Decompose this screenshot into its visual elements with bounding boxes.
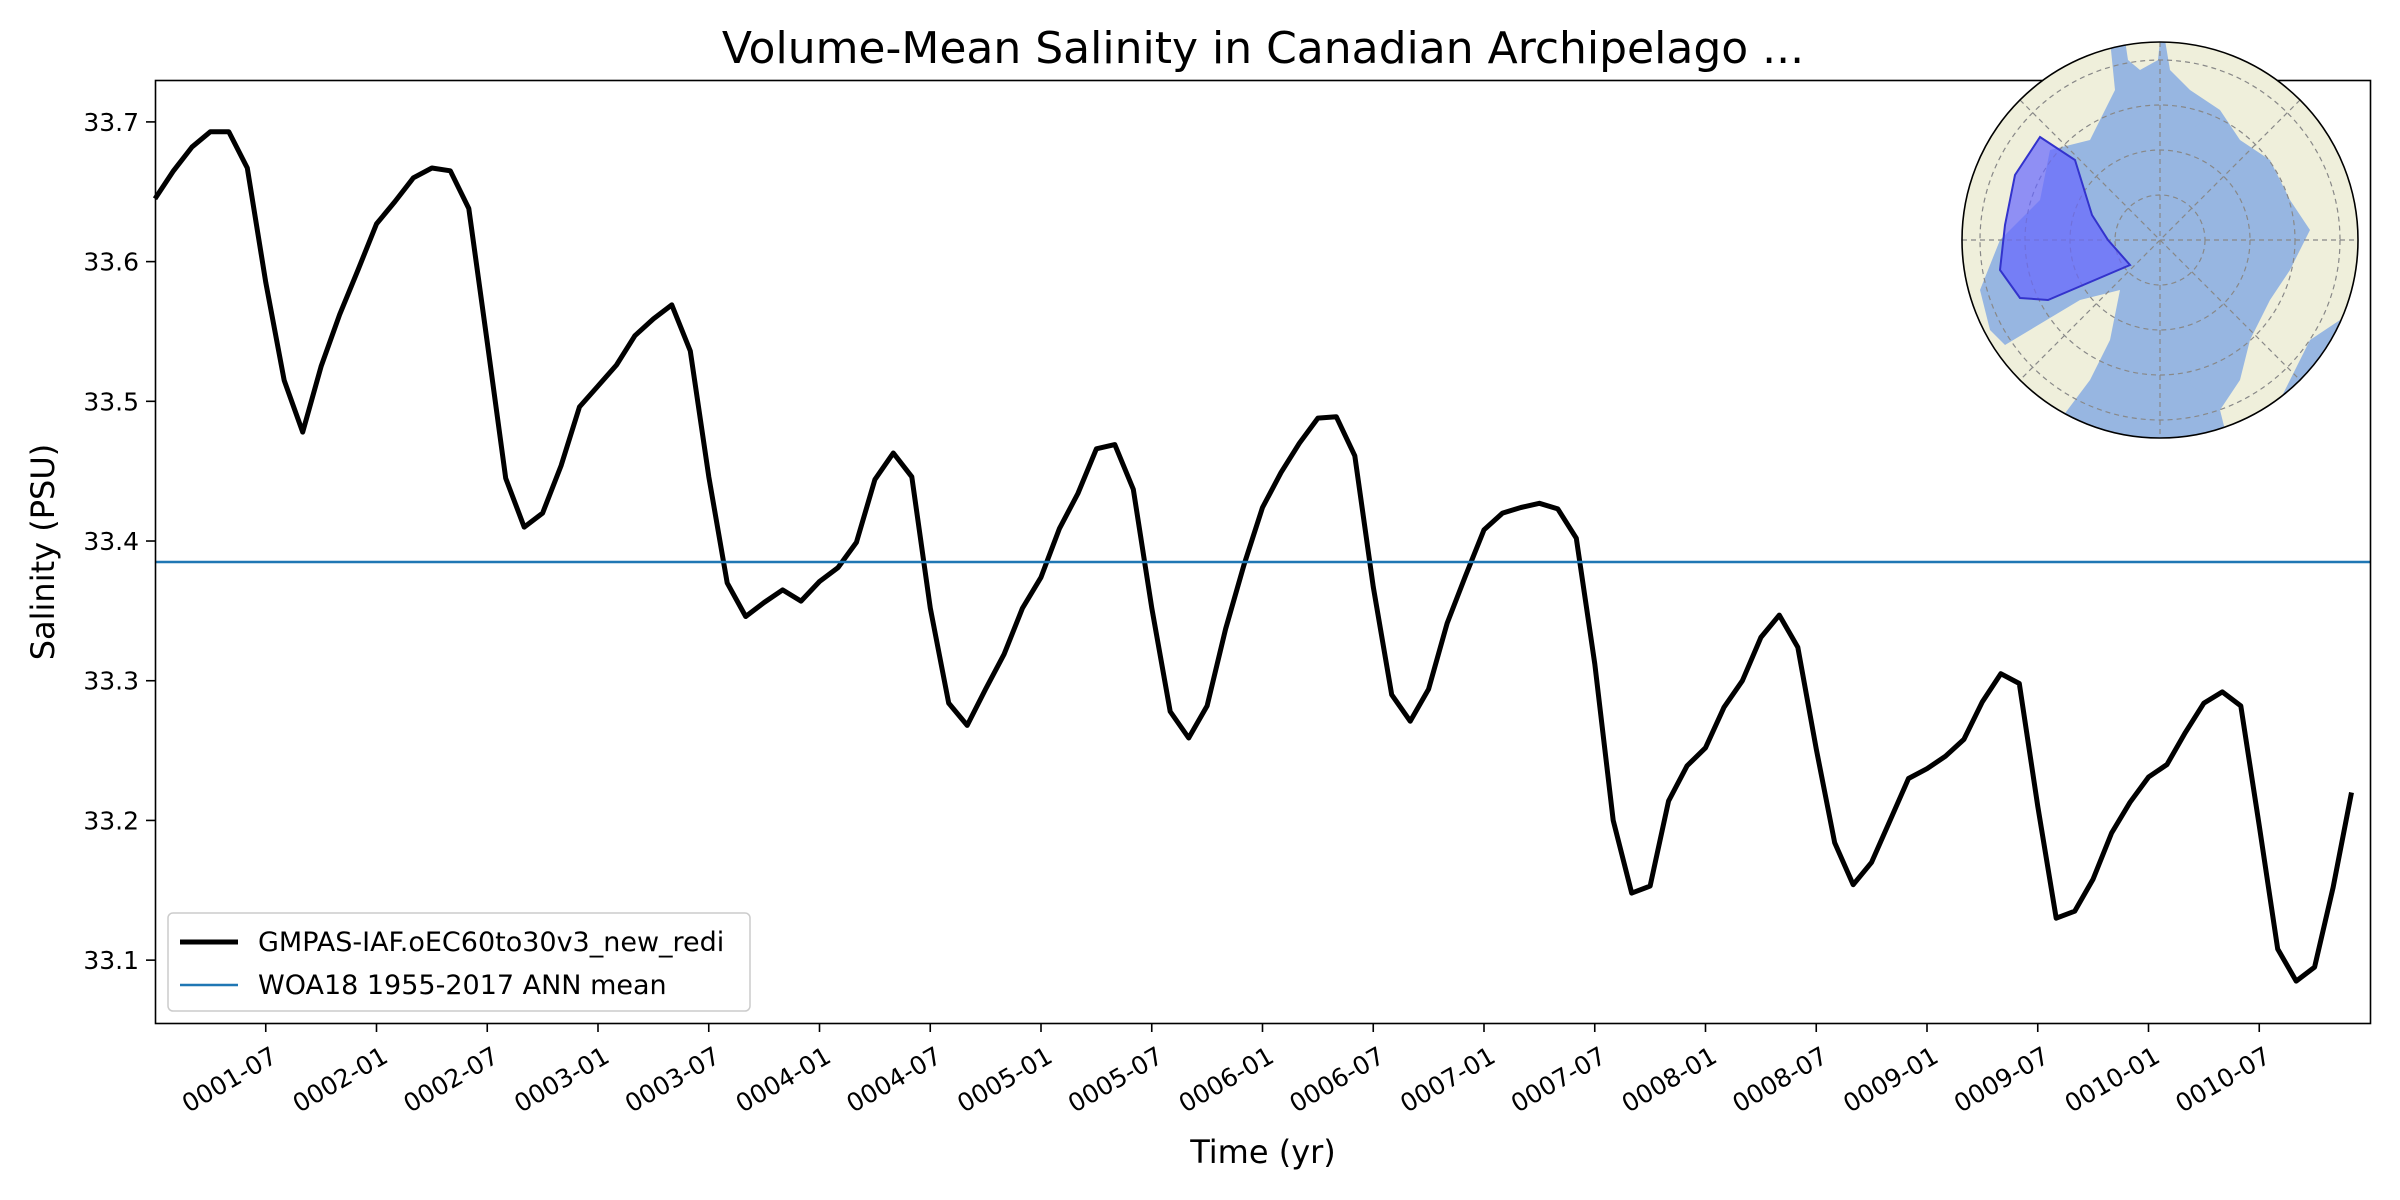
y-tick-label: 33.1 xyxy=(83,946,139,975)
y-tick-label: 33.4 xyxy=(83,527,139,556)
chart-title: Volume-Mean Salinity in Canadian Archipe… xyxy=(722,23,1804,74)
series-line-model xyxy=(152,129,2354,984)
y-tick-label: 33.7 xyxy=(83,108,139,137)
plot-area xyxy=(152,129,2370,984)
y-tick-label: 33.6 xyxy=(83,248,139,277)
legend-label-model: GMPAS-IAF.oEC60to30v3_new_redi xyxy=(258,927,724,958)
legend-label-obs: WOA18 1955-2017 ANN mean xyxy=(258,970,667,1001)
y-axis-label: Salinity (PSU) xyxy=(24,444,62,661)
inset-border xyxy=(1961,41,2359,439)
legend: GMPAS-IAF.oEC60to30v3_new_redi WOA18 195… xyxy=(167,912,751,1012)
region-highlight xyxy=(1998,135,2132,302)
x-axis-label: Time (yr) xyxy=(1189,1133,1336,1171)
y-tick-label: 33.5 xyxy=(83,387,139,416)
y-tick-label: 33.2 xyxy=(83,806,139,835)
y-tick-label: 33.3 xyxy=(83,667,139,696)
legend-frame xyxy=(167,912,751,1012)
